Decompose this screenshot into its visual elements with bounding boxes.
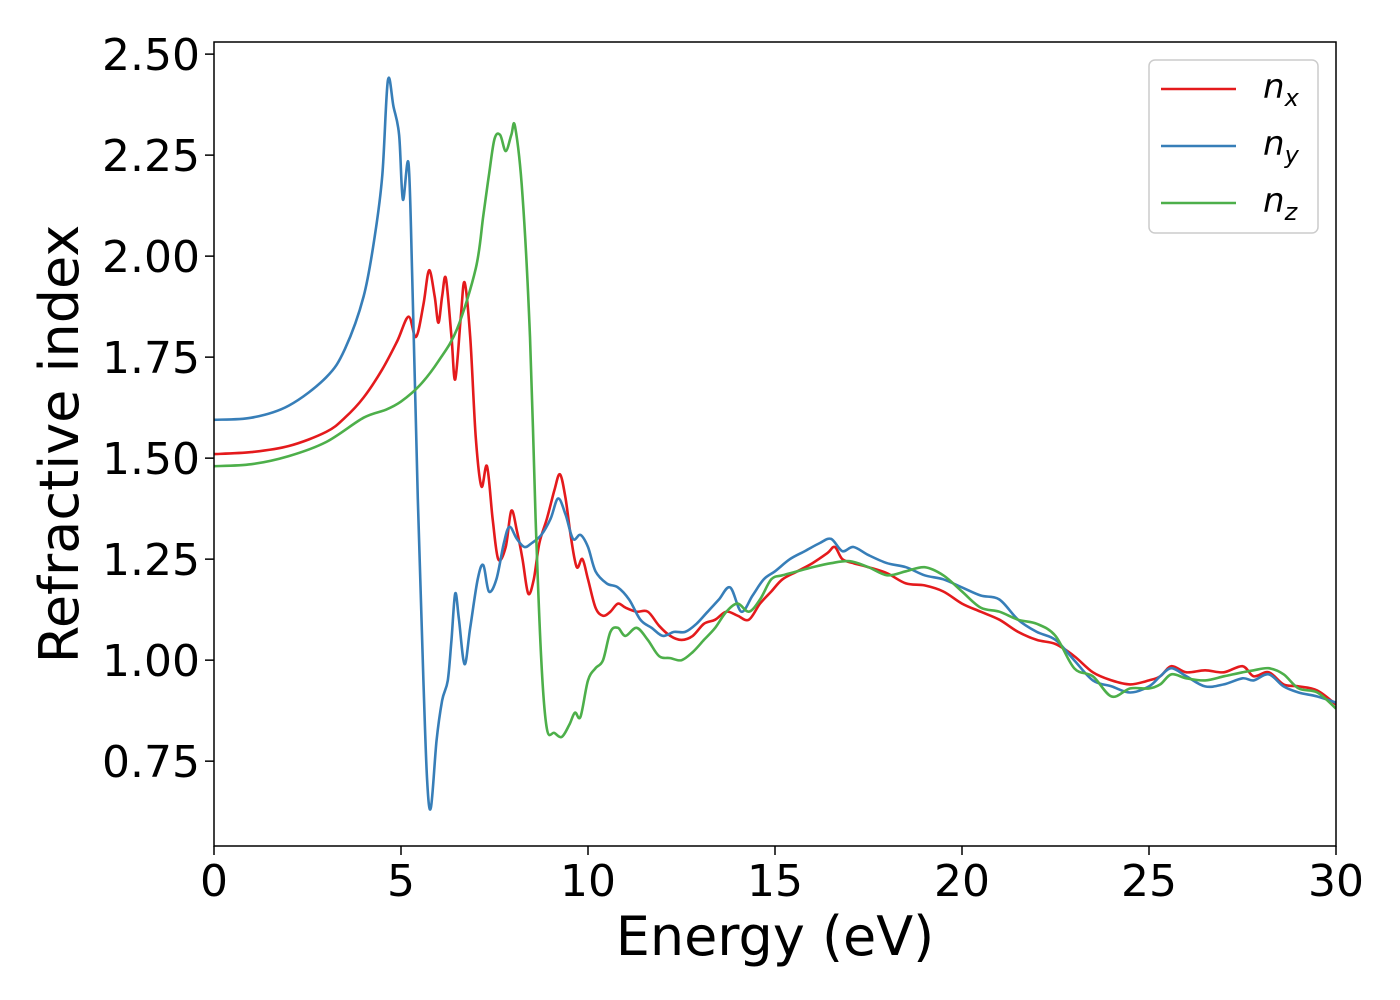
legend-label-x: nx [1263, 67, 1300, 112]
series-line-z [214, 121, 1336, 739]
y-tick-label: 1.75 [102, 333, 200, 384]
y-tick-label: 1.25 [102, 535, 200, 586]
y-tick-label: 1.50 [102, 434, 200, 485]
x-tick-label: 25 [1121, 856, 1177, 907]
x-axis-ticks: 0 5 10 15 20 25 30 [200, 846, 1364, 907]
x-tick-label: 15 [747, 856, 803, 907]
x-axis-title: Energy (eV) [616, 905, 935, 968]
x-tick-label: 5 [387, 856, 415, 907]
legend: nx ny nz [1148, 59, 1319, 234]
y-tick-label: 0.75 [102, 737, 200, 788]
x-tick-label: 0 [200, 856, 228, 907]
series-line-x [214, 268, 1336, 706]
x-tick-label: 30 [1308, 856, 1364, 907]
x-tick-label: 20 [934, 856, 990, 907]
series-layer [214, 76, 1336, 811]
y-axis-title: Refractive index [28, 225, 91, 664]
legend-label-z: nz [1263, 181, 1299, 226]
series-line-y [214, 76, 1336, 811]
legend-label-y: ny [1263, 124, 1300, 169]
y-tick-label: 1.00 [102, 636, 200, 687]
x-tick-label: 10 [560, 856, 616, 907]
y-tick-label: 2.00 [102, 232, 200, 283]
y-tick-label: 2.25 [102, 131, 200, 182]
y-axis-ticks: 0.75 1.00 1.25 1.50 1.75 2.00 2.25 2.50 [102, 30, 214, 788]
y-tick-label: 2.50 [102, 30, 200, 81]
